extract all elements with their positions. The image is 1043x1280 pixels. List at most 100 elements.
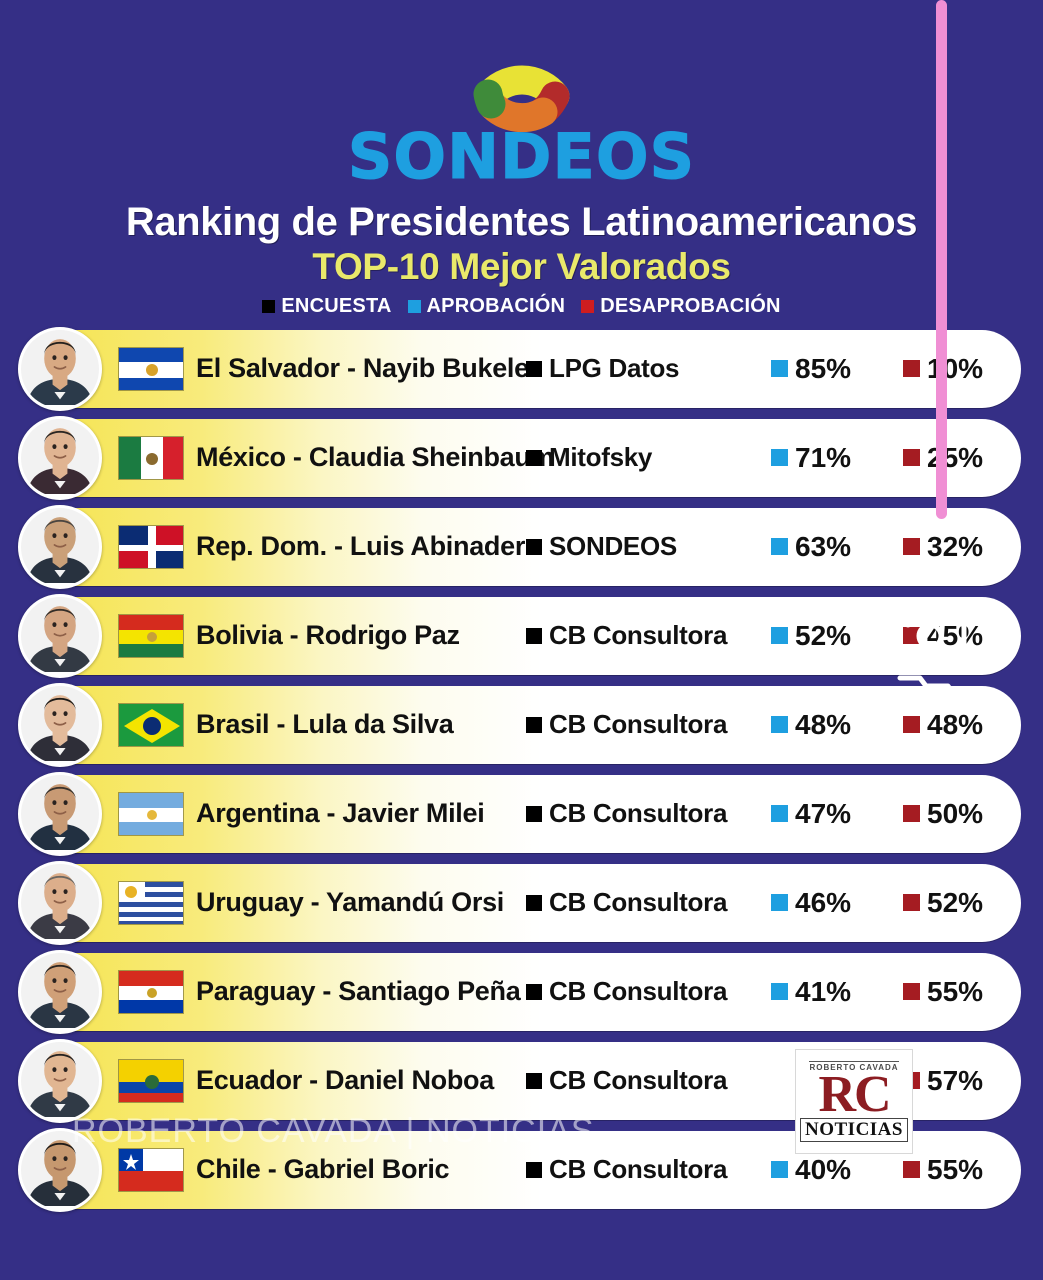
avatar [18,326,102,411]
square-marker-icon [526,1161,542,1178]
pollster-label: CB Consultora [549,976,728,1007]
approval-value: 48% [795,708,852,740]
page-title: Ranking de Presidentes Latinoamericanos [125,200,918,245]
disapproval-value: 55% [927,975,984,1007]
approval-cell: 41% [771,976,903,1008]
pollster-label: SONDEOS [549,531,677,562]
square-marker-icon [526,360,542,377]
avatar [18,504,102,589]
approval-cell: 40% [771,1154,903,1186]
header: SONDEOS Ranking de Presidentes Latinoame… [0,0,1043,318]
country-president-label: Brasil - Lula da Silva [196,709,454,740]
square-marker-icon [903,538,920,556]
text-watermark: ROBERTO CAVADA | NOTICIAS [72,1112,595,1150]
square-marker-icon [903,983,920,1001]
rc-noticias-watermark: ROBERTO CAVADA RC NOTICIAS [795,1049,913,1154]
legend-label: APROBACIÓN [426,294,566,317]
pollster-label: CB Consultora [549,887,728,918]
approval-value: 40% [795,1153,852,1185]
mexico-flag-icon [118,435,184,480]
square-marker-icon [771,894,788,912]
dominican-republic-flag-icon [118,524,184,569]
legend-label: DESAPROBACIÓN [600,294,781,317]
square-marker-icon [771,538,788,556]
table-row[interactable]: Argentina - Javier Milei CB Consultora 47%… [18,771,1023,856]
disapproval-cell: 50% [903,798,1023,830]
table-row[interactable]: Paraguay - Santiago Peña CB Consultora 41%… [18,949,1023,1034]
rc-watermark-top-text: ROBERTO CAVADA [809,1060,899,1072]
legend-label: ENCUESTA [281,294,392,317]
disapproval-cell: 25% [903,442,1023,474]
argentina-flag-icon [118,791,184,836]
disapproval-value: 55% [927,1153,984,1185]
avatar [18,1127,102,1212]
disapproval-cell: 55% [903,1154,1023,1186]
country-president-label: Rep. Dom. - Luis Abinader [196,531,526,562]
square-marker-icon [903,627,920,645]
square-marker-icon [526,1072,542,1089]
table-row[interactable]: Rep. Dom. - Luis Abinader SONDEOS 63% 32% [18,504,1023,589]
pollster-cell: CB Consultora [526,620,771,651]
square-marker-icon [526,805,542,822]
chile-flag-icon [118,1147,184,1192]
square-marker-icon [771,1161,788,1179]
square-marker-icon [526,627,542,644]
disapproval-value: 45% [927,619,984,651]
square-marker-icon [526,894,542,911]
approval-cell: 63% [771,531,903,563]
rc-watermark-bottom-text: NOTICIAS [800,1118,908,1143]
square-marker-icon [771,627,788,645]
avatar [18,682,102,767]
disapproval-cell: 45% [903,620,1023,652]
approval-cell: 85% [771,353,903,385]
legend: ENCUESTA APROBACIÓN DESAPROBACIÓN [0,295,1043,318]
square-marker-icon [526,538,542,555]
square-marker-icon [771,805,788,823]
square-marker-icon [771,449,788,467]
square-marker-icon [526,449,542,466]
disapproval-cell: 48% [903,709,1023,741]
pollster-cell: LPG Datos [526,353,771,384]
disapproval-cell: 10% [903,353,1023,385]
disapproval-cell: 32% [903,531,1023,563]
approval-value: 46% [795,886,852,918]
country-president-label: Ecuador - Daniel Noboa [196,1065,494,1096]
approval-value: 41% [795,975,852,1007]
pollster-label: CB Consultora [549,798,728,829]
square-marker-icon [903,360,920,378]
table-row[interactable]: Brasil - Lula da Silva CB Consultora 48% 48… [18,682,1023,767]
square-marker-icon [903,805,920,823]
approval-value: 85% [795,352,852,384]
country-president-label: Argentina - Javier Milei [196,798,485,829]
square-marker-icon [581,299,595,313]
avatar [18,415,102,500]
disapproval-value: 50% [927,797,984,829]
brand-name: SONDEOS [347,120,696,193]
table-row[interactable]: Bolivia - Rodrigo Paz CB Consultora 52% 45% [18,593,1023,678]
avatar [18,771,102,856]
table-row[interactable]: El Salvador - Nayib Bukele LPG Datos 85% 10… [18,326,1023,411]
disapproval-value: 48% [927,708,984,740]
approval-cell: 47% [771,798,903,830]
brand-logo: SONDEOS [0,14,1043,193]
table-row[interactable]: Uruguay - Yamandú Orsi CB Consultora 46% 52… [18,860,1023,945]
pollster-label: Mitofsky [549,442,653,473]
pollster-cell: CB Consultora [526,976,771,1007]
square-marker-icon [903,894,920,912]
donut-chart-icon [463,14,581,132]
disapproval-cell: 55% [903,976,1023,1008]
square-marker-icon [526,983,542,1000]
el-salvador-flag-icon [118,346,184,391]
disapproval-cell: 52% [903,887,1023,919]
pollster-cell: CB Consultora [526,798,771,829]
ranking-list: El Salvador - Nayib Bukele LPG Datos 85% 10… [0,326,1043,1212]
avatar [18,860,102,945]
pollster-cell: SONDEOS [526,531,771,562]
page-subtitle: TOP-10 Mejor Valorados [312,246,731,288]
pollster-cell: CB Consultora [526,1154,771,1185]
approval-cell: 52% [771,620,903,652]
table-row[interactable]: México - Claudia Sheinbaum Mitofsky 71% 25% [18,415,1023,500]
rc-watermark-main-text: RC [818,1065,891,1123]
approval-value: 71% [795,441,852,473]
uruguay-flag-icon [118,880,184,925]
